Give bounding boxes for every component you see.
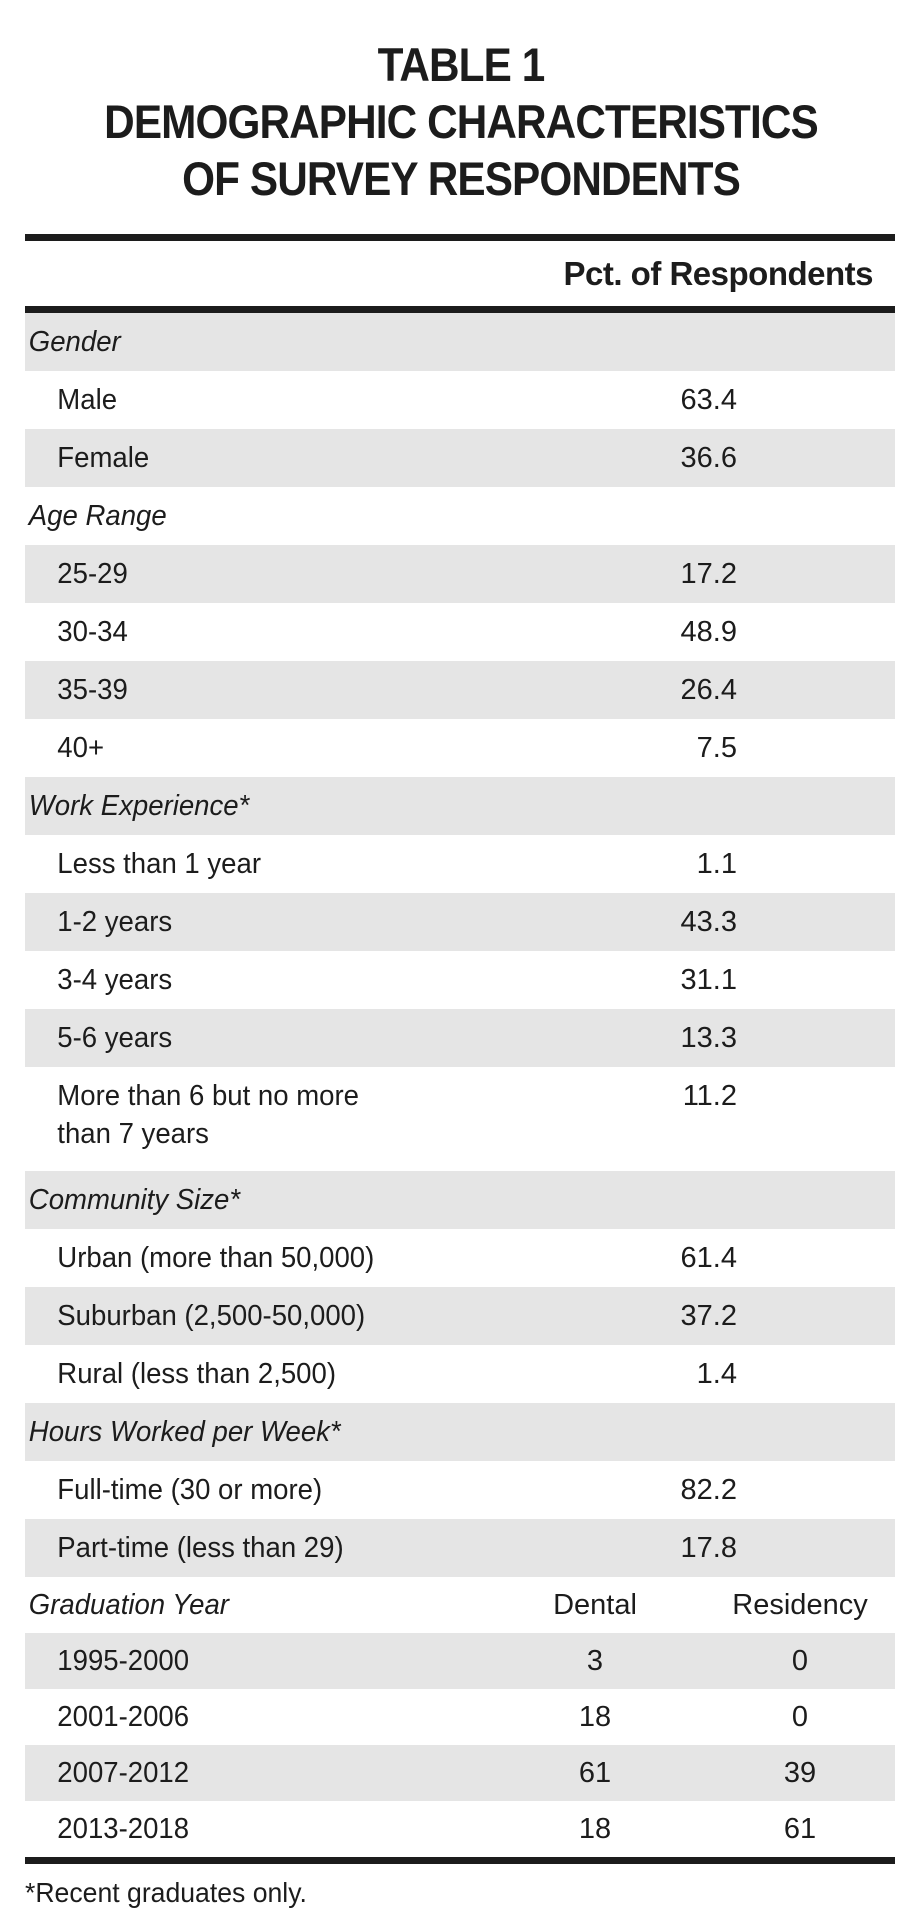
section-label: Gender [28,325,121,358]
row-value: 43.3 [680,905,737,938]
row-label: 2007-2012 [57,1756,190,1789]
residency-value: 0 [791,1644,809,1677]
demographics-table: Pct. of Respondents Gender Male 63.4 Fem… [25,234,895,1864]
row-label: Urban (more than 50,000) [57,1241,375,1274]
row-label: 1995-2000 [57,1644,190,1677]
row-label: 2013-2018 [57,1812,190,1845]
dental-value: 18 [578,1700,612,1733]
table-row: 2013-2018 18 61 [25,1801,895,1857]
table-row: Suburban (2,500-50,000) 37.2 [25,1287,895,1345]
row-value: 17.8 [680,1531,737,1564]
table-row: 40+ 7.5 [25,719,895,777]
row-value: 37.2 [680,1299,737,1332]
residency-value: 61 [783,1812,817,1845]
value-column-header: Pct. of Respondents [563,254,873,292]
row-label: 30-34 [57,615,128,648]
col-header-residency: Residency [732,1588,868,1621]
table-row: Full-time (30 or more) 82.2 [25,1461,895,1519]
section-row-community-size: Community Size* [25,1171,895,1229]
table-title-line1: TABLE 1 [377,38,546,91]
row-label: 1-2 years [57,905,173,938]
section-label: Hours Worked per Week* [28,1415,341,1448]
dental-value: 61 [578,1756,612,1789]
table-row: Rural (less than 2,500) 1.4 [25,1345,895,1403]
table-title: TABLE 1 DEMOGRAPHIC CHARACTERISTICS OF S… [46,0,876,207]
section-label: Community Size* [28,1183,241,1216]
table-row: 1-2 years 43.3 [25,893,895,951]
dental-value: 3 [586,1644,604,1677]
row-value: 17.2 [680,557,737,590]
footnote: *Recent graduates only. [25,1877,922,1909]
row-label: 2001-2006 [57,1700,190,1733]
row-value: 26.4 [680,673,737,706]
row-value: 36.6 [680,441,737,474]
table-row: Urban (more than 50,000) 61.4 [25,1229,895,1287]
table-header-row: Pct. of Respondents [25,241,895,306]
row-label: Rural (less than 2,500) [57,1357,337,1390]
section-row-age-range: Age Range [25,487,895,545]
graduation-year-header-row: Graduation Year Dental Residency [25,1577,895,1633]
row-label: 35-39 [57,673,128,706]
row-value: 82.2 [680,1473,737,1506]
residency-value: 0 [791,1700,809,1733]
section-label: Work Experience* [28,789,250,822]
row-label: More than 6 but no more than 7 years [57,1080,359,1150]
table-row: 5-6 years 13.3 [25,1009,895,1067]
section-row-work-experience: Work Experience* [25,777,895,835]
row-label: 5-6 years [57,1021,173,1054]
bottom-rule [25,1857,895,1864]
row-value: 1.1 [696,847,737,880]
table-row: Male 63.4 [25,371,895,429]
row-label: 40+ [57,731,105,764]
row-label: Less than 1 year [57,847,262,880]
row-label: Full-time (30 or more) [57,1473,323,1506]
row-value: 1.4 [696,1357,737,1390]
row-label: Male [57,383,118,416]
section-row-hours-worked: Hours Worked per Week* [25,1403,895,1461]
table-row: 1995-2000 3 0 [25,1633,895,1689]
table-row: 2001-2006 18 0 [25,1689,895,1745]
footnote-text: *Recent graduates only. [25,1877,307,1908]
dental-value: 18 [578,1812,612,1845]
table-row: Part-time (less than 29) 17.8 [25,1519,895,1577]
table-row: More than 6 but no more than 7 years 11.… [25,1067,895,1171]
table-title-line2: DEMOGRAPHIC CHARACTERISTICS [104,95,819,148]
row-label: Female [57,441,150,474]
table-row: 3-4 years 31.1 [25,951,895,1009]
table-row: 25-29 17.2 [25,545,895,603]
row-label: 3-4 years [57,963,173,996]
section-label: Graduation Year [28,1588,229,1621]
row-label: Suburban (2,500-50,000) [57,1299,366,1332]
table-row: Less than 1 year 1.1 [25,835,895,893]
col-header-dental: Dental [553,1588,637,1621]
row-value: 63.4 [680,383,737,416]
row-value: 13.3 [680,1021,737,1054]
section-row-gender: Gender [25,313,895,371]
header-rule [25,306,895,313]
table-row: 30-34 48.9 [25,603,895,661]
table-row: 35-39 26.4 [25,661,895,719]
table-row: 2007-2012 61 39 [25,1745,895,1801]
section-label: Age Range [28,499,167,532]
residency-value: 39 [783,1756,817,1789]
row-value: 31.1 [680,963,737,996]
table-row: Female 36.6 [25,429,895,487]
row-value: 61.4 [680,1241,737,1274]
row-value: 7.5 [696,731,737,764]
row-value: 11.2 [682,1080,737,1112]
row-label: 25-29 [57,557,128,590]
table-title-line3: OF SURVEY RESPONDENTS [182,152,741,205]
row-value: 48.9 [680,615,737,648]
row-label: Part-time (less than 29) [57,1531,344,1564]
top-rule [25,234,895,241]
